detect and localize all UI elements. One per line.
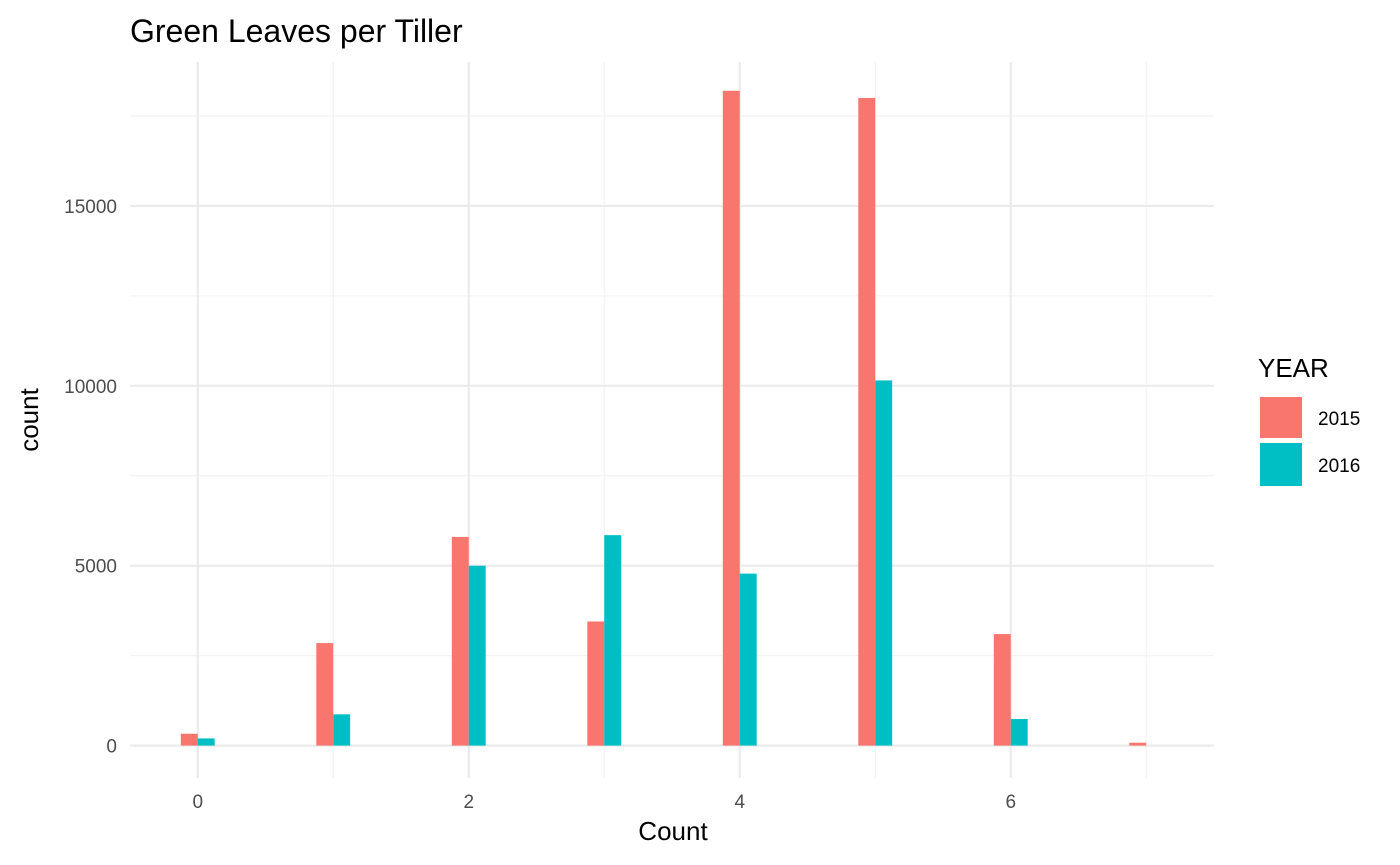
bar-2016-1 [333, 714, 351, 746]
bar-2016-4 [739, 573, 757, 746]
bar-2016-2 [468, 565, 486, 746]
x-tick-label: 0 [192, 792, 203, 813]
legend-label-2015: 2015 [1318, 409, 1360, 430]
chart-title: Green Leaves per Tiller [130, 13, 463, 49]
y-tick-label: 5000 [75, 557, 117, 578]
legend-label-2016: 2016 [1318, 456, 1360, 477]
bar-2015-6 [993, 634, 1011, 746]
y-tick-label: 0 [106, 737, 117, 758]
x-tick-label: 6 [1005, 792, 1016, 813]
bar-2016-0 [197, 738, 215, 746]
bar-2016-6 [1010, 718, 1028, 746]
y-tick-label: 15000 [64, 197, 117, 218]
legend-title: YEAR [1258, 353, 1329, 383]
bars [180, 90, 1147, 746]
x-tick-label: 2 [463, 792, 474, 813]
bar-2016-3 [604, 535, 622, 746]
tick-labels: 0 5000 10000 15000 0 2 4 6 [64, 197, 1016, 813]
grid [130, 62, 1214, 778]
bar-2015-0 [180, 733, 198, 746]
bar-2015-2 [451, 536, 469, 746]
bar-2015-7 [1129, 742, 1147, 746]
x-axis-title: Count [638, 816, 708, 846]
legend-key-2015 [1260, 397, 1302, 438]
legend-key-2016 [1260, 443, 1302, 486]
bar-2016-5 [875, 380, 893, 746]
y-tick-label: 10000 [64, 377, 117, 398]
bar-2015-1 [316, 643, 334, 746]
bar-2015-5 [858, 97, 876, 746]
x-tick-label: 4 [734, 792, 745, 813]
y-axis-title: count [14, 387, 44, 451]
legend: YEAR 2015 2016 [1258, 353, 1360, 486]
bar-2015-3 [587, 621, 605, 746]
bar-2015-4 [722, 90, 740, 746]
